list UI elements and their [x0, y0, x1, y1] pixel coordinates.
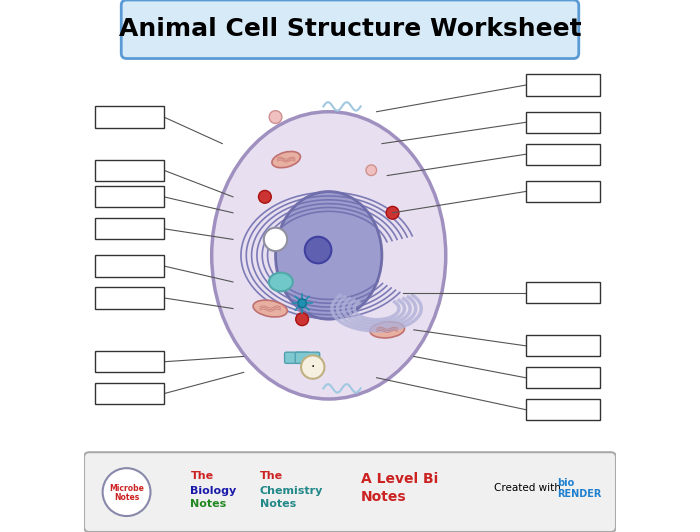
- Text: Animal Cell Structure Worksheet: Animal Cell Structure Worksheet: [119, 17, 581, 41]
- Ellipse shape: [276, 192, 382, 319]
- FancyBboxPatch shape: [526, 367, 600, 388]
- FancyBboxPatch shape: [526, 399, 600, 420]
- FancyBboxPatch shape: [94, 351, 164, 372]
- Text: bio
RENDER: bio RENDER: [557, 478, 602, 499]
- FancyBboxPatch shape: [84, 452, 616, 532]
- FancyBboxPatch shape: [94, 383, 164, 404]
- FancyBboxPatch shape: [526, 335, 600, 356]
- Circle shape: [298, 299, 307, 307]
- FancyBboxPatch shape: [526, 74, 600, 96]
- FancyBboxPatch shape: [94, 287, 164, 309]
- Circle shape: [258, 190, 272, 203]
- Circle shape: [269, 111, 282, 123]
- Text: Biology: Biology: [190, 486, 237, 495]
- Circle shape: [301, 355, 325, 379]
- FancyBboxPatch shape: [526, 144, 600, 165]
- Text: Microbe: Microbe: [109, 484, 144, 493]
- Text: Notes: Notes: [114, 493, 139, 502]
- Circle shape: [103, 468, 150, 516]
- Text: ·: ·: [311, 360, 315, 374]
- Ellipse shape: [370, 322, 405, 338]
- FancyBboxPatch shape: [94, 106, 164, 128]
- FancyBboxPatch shape: [94, 186, 164, 207]
- Circle shape: [386, 206, 399, 219]
- Text: Notes: Notes: [360, 491, 406, 504]
- FancyBboxPatch shape: [526, 112, 600, 133]
- Text: The: The: [260, 471, 283, 481]
- Text: Created with: Created with: [494, 484, 561, 493]
- Text: Notes: Notes: [190, 500, 227, 509]
- Ellipse shape: [272, 152, 300, 168]
- FancyBboxPatch shape: [94, 218, 164, 239]
- FancyBboxPatch shape: [94, 160, 164, 181]
- FancyBboxPatch shape: [285, 352, 309, 363]
- Circle shape: [264, 228, 287, 251]
- Ellipse shape: [269, 273, 293, 292]
- FancyBboxPatch shape: [121, 0, 579, 59]
- Ellipse shape: [211, 112, 446, 399]
- Text: A Level Bi: A Level Bi: [360, 472, 438, 486]
- Circle shape: [304, 237, 331, 263]
- Circle shape: [366, 165, 377, 176]
- FancyBboxPatch shape: [295, 352, 320, 363]
- FancyBboxPatch shape: [94, 255, 164, 277]
- Text: Notes: Notes: [260, 500, 296, 509]
- Text: Chemistry: Chemistry: [260, 486, 323, 495]
- FancyBboxPatch shape: [526, 181, 600, 202]
- FancyBboxPatch shape: [526, 282, 600, 303]
- Circle shape: [295, 313, 309, 326]
- Text: The: The: [190, 471, 214, 481]
- Ellipse shape: [253, 300, 287, 317]
